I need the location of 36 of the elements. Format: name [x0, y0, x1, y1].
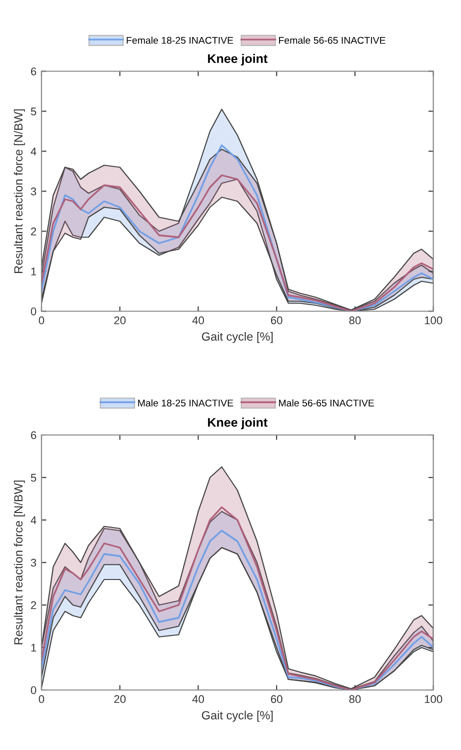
- chart-title: Knee joint: [208, 418, 268, 430]
- x-tick-label: 40: [192, 695, 204, 704]
- y-tick-label: 4: [30, 516, 36, 524]
- legend-label: Female 18-25 INACTIVE: [126, 36, 234, 44]
- y-tick-label: 4: [30, 148, 36, 156]
- x-tick-label: 60: [270, 316, 282, 324]
- y-tick-label: 2: [31, 228, 36, 236]
- legend-label: Female 56-65 INACTIVE: [279, 36, 386, 44]
- x-tick-label: 100: [424, 695, 442, 704]
- y-tick-label: 3: [30, 188, 36, 196]
- chart-title: Knee joint: [208, 54, 268, 66]
- y-tick-label: 6: [31, 68, 36, 76]
- x-tick-label: 0: [38, 316, 44, 324]
- x-tick-label: 20: [114, 695, 126, 704]
- y-tick-label: 6: [31, 431, 36, 440]
- x-axis-title: Gait cycle [%]: [202, 332, 273, 344]
- x-axis-title: Gait cycle [%]: [202, 710, 273, 722]
- x-tick-label: 100: [424, 316, 442, 324]
- y-tick-label: 0: [30, 686, 36, 694]
- x-tick-label: 40: [192, 316, 204, 324]
- y-tick-label: 1: [31, 644, 36, 652]
- legend-label: Male 18-25 INACTIVE: [138, 399, 234, 406]
- y-tick-label: 3: [30, 558, 36, 567]
- legend-label: Male 56-65 INACTIVE: [279, 399, 374, 406]
- x-tick-label: 80: [349, 695, 361, 704]
- y-tick-label: 5: [30, 474, 36, 482]
- y-tick-label: 2: [31, 601, 36, 610]
- x-tick-label: 0: [38, 695, 44, 704]
- y-tick-label: 5: [30, 108, 36, 116]
- y-tick-label: 1: [31, 268, 36, 276]
- y-axis-title: Resultant reaction force [N/BW]: [14, 109, 25, 273]
- y-tick-label: 0: [30, 308, 36, 316]
- x-tick-label: 60: [270, 695, 282, 704]
- x-tick-label: 80: [349, 316, 361, 324]
- x-tick-label: 20: [114, 316, 126, 324]
- y-axis-title: Resultant reaction force [N/BW]: [14, 480, 25, 644]
